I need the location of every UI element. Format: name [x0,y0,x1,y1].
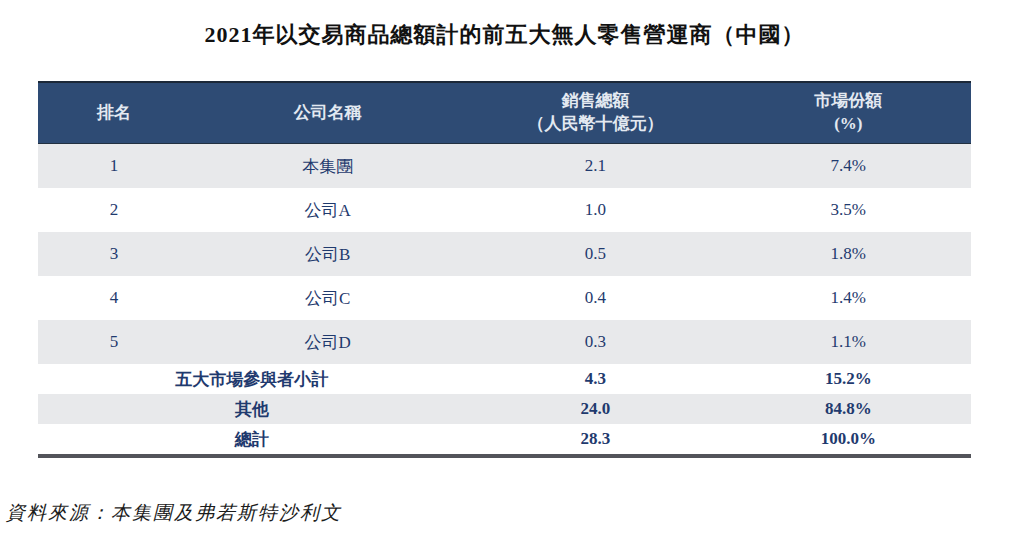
cell-company: 公司B [190,243,465,266]
cell-sales: 4.3 [465,369,725,389]
summary-label: 總計 [38,428,465,451]
header-cell-sales: 銷售總額 （人民幣十億元） [465,83,725,143]
header-label-sales: 銷售總額 [561,90,629,113]
table-row: 5 公司D 0.3 1.1% [38,320,971,364]
header-cell-share: 市場份額 (%) [726,83,971,143]
cell-company: 公司D [190,331,465,354]
cell-share: 84.8% [726,399,971,419]
cell-share: 3.5% [726,200,971,220]
cell-share: 100.0% [726,429,971,449]
cell-rank: 4 [38,288,190,308]
cell-sales: 0.5 [465,244,725,264]
header-label-rank: 排名 [97,102,131,125]
summary-label: 五大市場參與者小計 [38,368,465,391]
cell-company: 本集團 [190,155,465,178]
header-label-company: 公司名稱 [294,102,362,125]
cell-share: 7.4% [726,156,971,176]
cell-share: 15.2% [726,369,971,389]
summary-label: 其他 [38,398,465,421]
cell-company: 公司A [190,199,465,222]
total-row: 總計 28.3 100.0% [38,424,971,454]
table-row: 3 公司B 0.5 1.8% [38,232,971,276]
page: 2021年以交易商品總額計的前五大無人零售營運商（中國） 排名 公司名稱 銷售總… [0,0,1009,540]
header-sublabel-share-unit: (%) [834,113,862,136]
header-cell-company: 公司名稱 [190,83,465,143]
cell-sales: 24.0 [465,399,725,419]
source-note: 資料來源：本集團及弗若斯特沙利文 [6,500,342,526]
cell-rank: 5 [38,332,190,352]
cell-rank: 1 [38,156,190,176]
table-row: 4 公司C 0.4 1.4% [38,276,971,320]
table-row: 1 本集團 2.1 7.4% [38,144,971,188]
cell-sales: 28.3 [465,429,725,449]
cell-rank: 2 [38,200,190,220]
others-row: 其他 24.0 84.8% [38,394,971,424]
cell-sales: 1.0 [465,200,725,220]
header-label-share: 市場份額 [814,90,882,113]
cell-sales: 2.1 [465,156,725,176]
cell-share: 1.1% [726,332,971,352]
header-cell-rank: 排名 [38,83,190,143]
subtotal-row: 五大市場參與者小計 4.3 15.2% [38,364,971,394]
cell-company: 公司C [190,287,465,310]
page-title: 2021年以交易商品總額計的前五大無人零售營運商（中國） [0,20,1009,50]
cell-share: 1.8% [726,244,971,264]
table-header: 排名 公司名稱 銷售總額 （人民幣十億元） 市場份額 (%) [38,81,971,144]
market-share-table: 排名 公司名稱 銷售總額 （人民幣十億元） 市場份額 (%) 1 本集團 2.1… [38,81,971,458]
cell-share: 1.4% [726,288,971,308]
table-row: 2 公司A 1.0 3.5% [38,188,971,232]
header-sublabel-sales-unit: （人民幣十億元） [527,113,663,136]
cell-rank: 3 [38,244,190,264]
cell-sales: 0.3 [465,332,725,352]
cell-sales: 0.4 [465,288,725,308]
